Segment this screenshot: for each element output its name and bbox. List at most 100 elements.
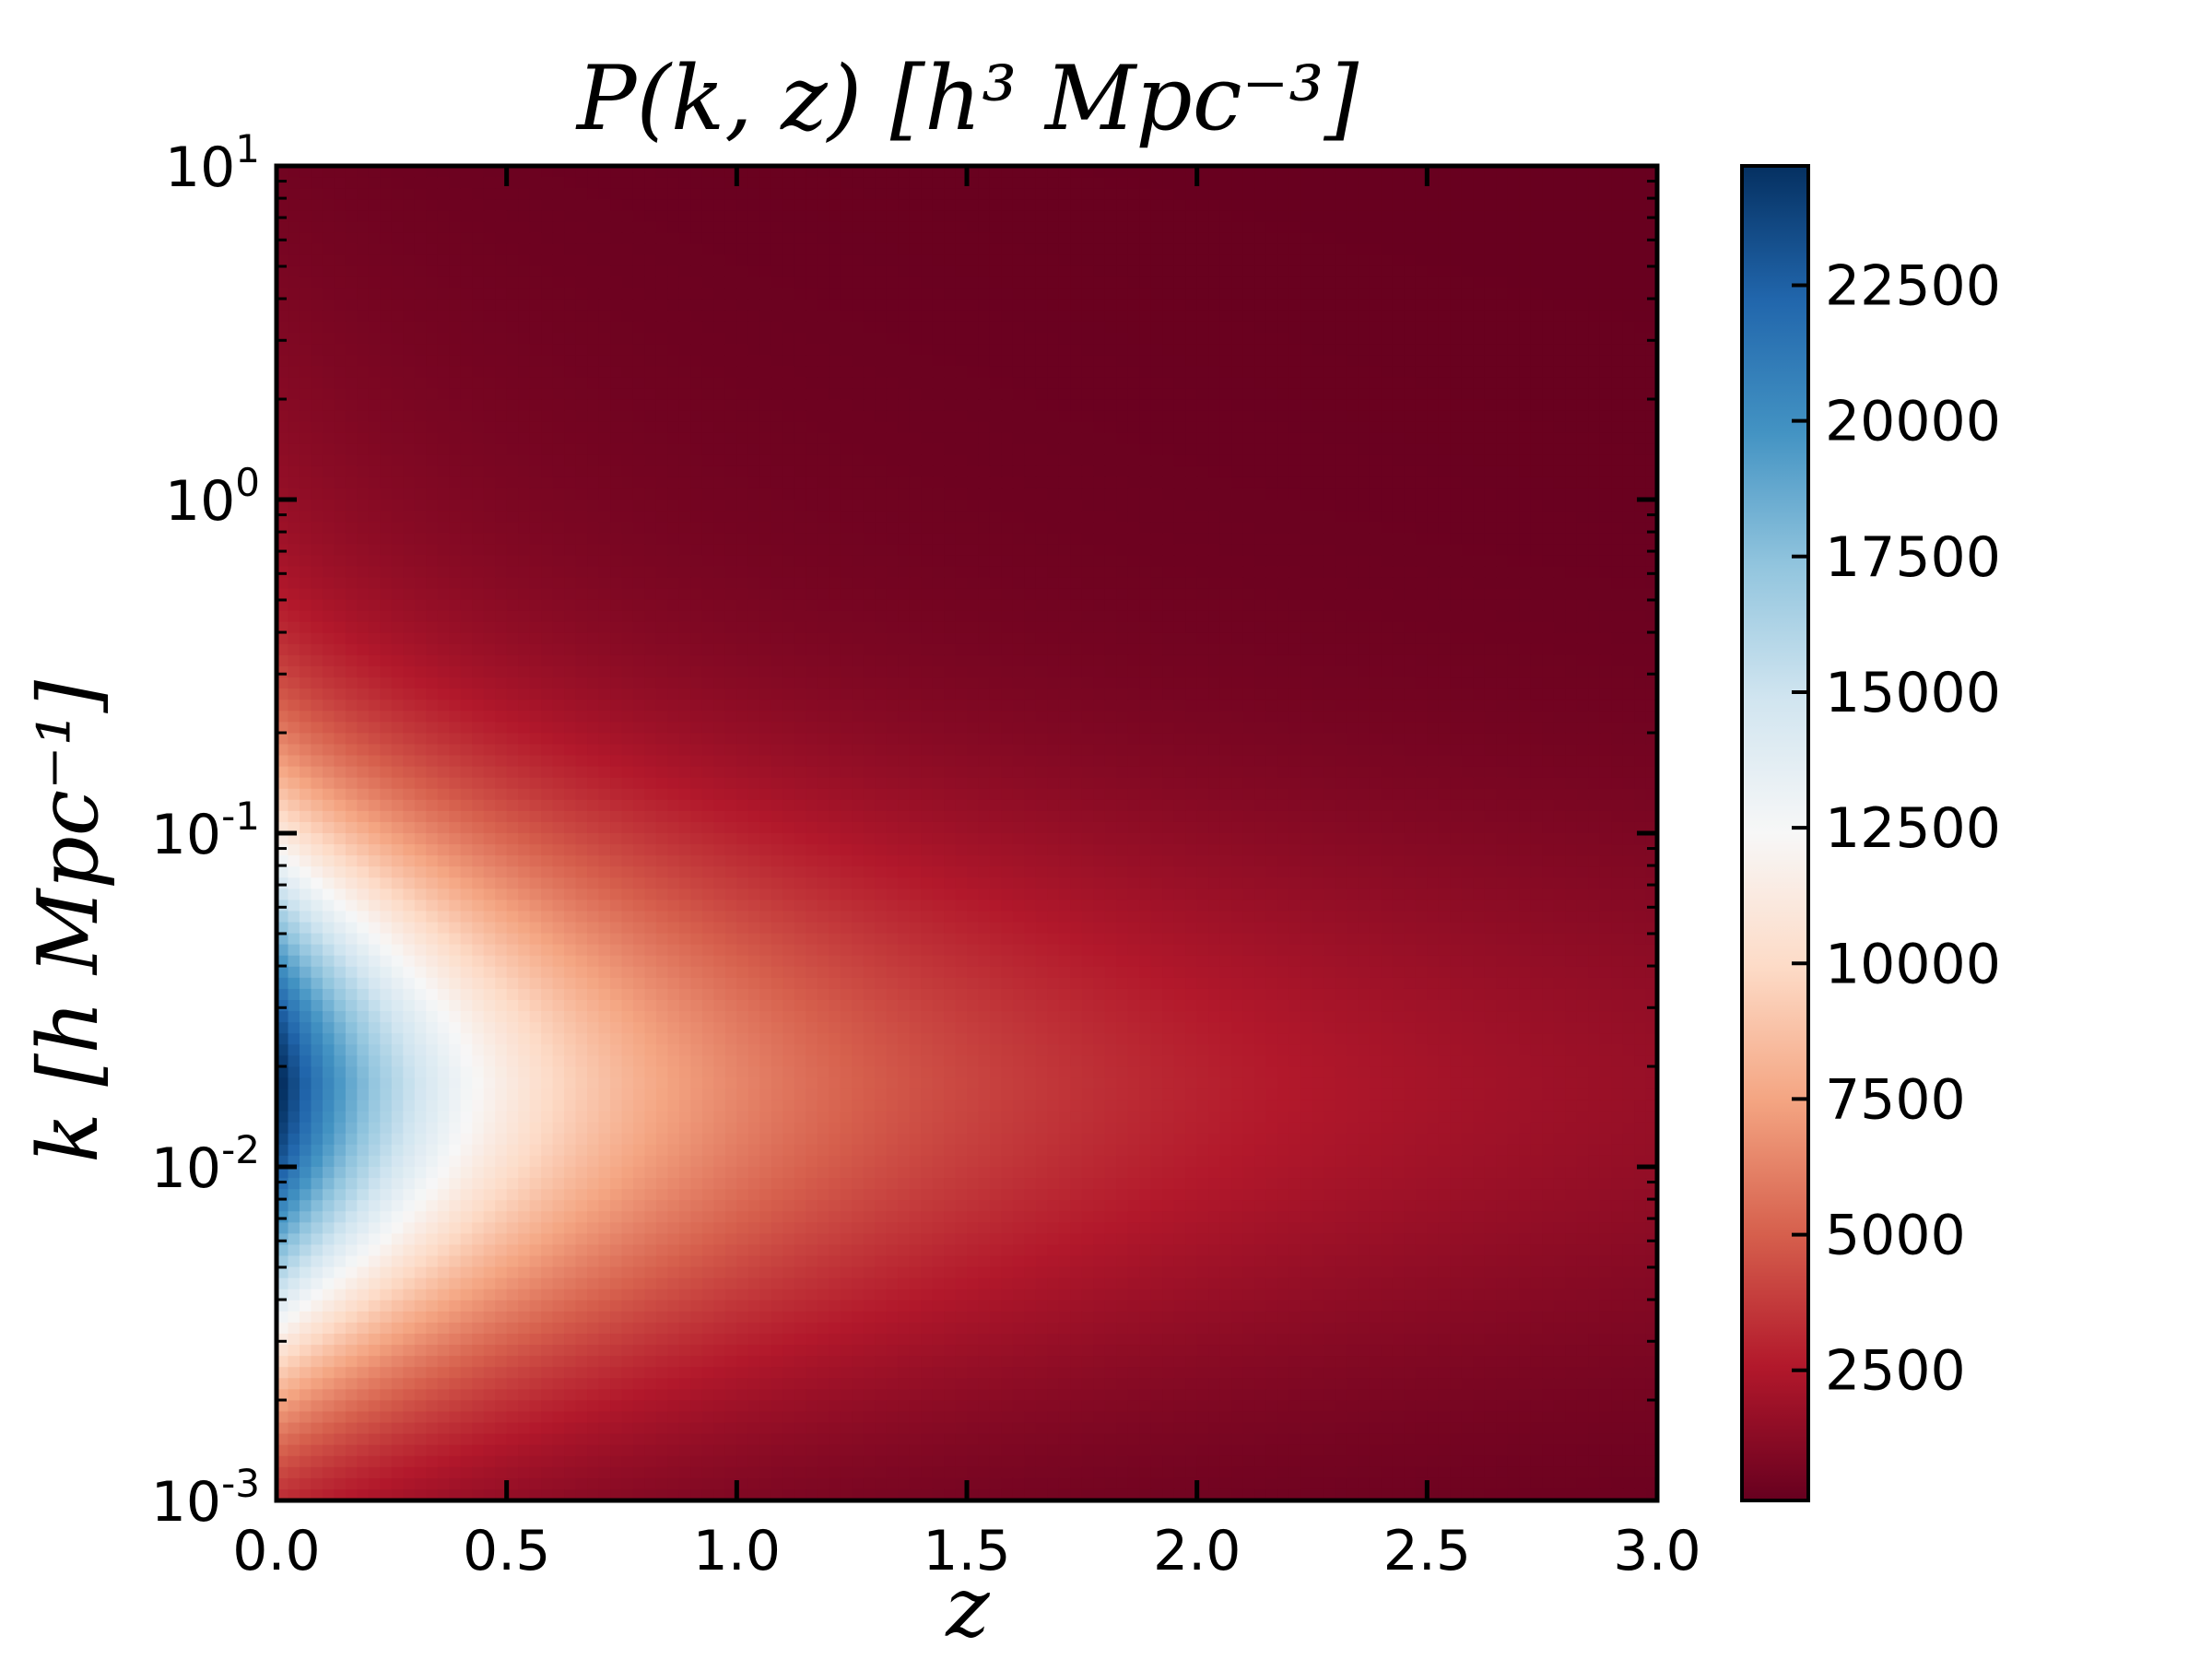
heatmap-cell <box>1312 221 1324 233</box>
heatmap-cell <box>1001 166 1014 178</box>
heatmap-cell <box>414 355 427 367</box>
heatmap-cell <box>1634 522 1647 534</box>
heatmap-cell <box>1277 243 1290 256</box>
heatmap-cell <box>1346 577 1359 590</box>
heatmap-cell <box>449 488 462 500</box>
heatmap-cell <box>1012 588 1026 601</box>
heatmap-cell <box>1404 443 1417 456</box>
heatmap-cell <box>678 299 691 312</box>
heatmap-cell <box>1599 610 1612 623</box>
heatmap-cell <box>829 199 841 211</box>
heatmap-cell <box>1162 333 1175 345</box>
heatmap-cell <box>334 243 347 256</box>
heatmap-cell <box>1312 199 1324 211</box>
heatmap-cell <box>449 254 462 267</box>
heatmap-cell <box>1634 344 1647 356</box>
heatmap-cell <box>644 366 657 378</box>
heatmap-cell <box>564 465 577 478</box>
heatmap-cell <box>1576 310 1589 323</box>
heatmap-cell <box>380 443 393 456</box>
heatmap-cell <box>713 588 726 601</box>
heatmap-cell <box>357 488 370 500</box>
heatmap-cell <box>1381 299 1394 312</box>
heatmap-cell <box>403 410 416 423</box>
heatmap-cell <box>414 477 427 489</box>
heatmap-cell <box>736 465 749 478</box>
heatmap-cell <box>701 221 714 233</box>
heatmap-cell <box>1565 599 1578 612</box>
heatmap-cell <box>610 544 623 556</box>
heatmap-cell <box>460 421 473 434</box>
heatmap-cell <box>863 599 876 612</box>
heatmap-cell <box>1208 333 1221 345</box>
heatmap-cell <box>1553 288 1566 300</box>
heatmap-cell <box>909 588 922 601</box>
heatmap-cell <box>875 310 888 323</box>
heatmap-cell <box>1012 465 1026 478</box>
heatmap-cell <box>1530 355 1543 367</box>
heatmap-cell <box>1565 533 1578 545</box>
heatmap-cell <box>840 465 853 478</box>
heatmap-cell <box>1242 166 1255 178</box>
heatmap-cell <box>1093 488 1106 500</box>
heatmap-cell <box>1427 177 1440 189</box>
heatmap-cell <box>989 177 1003 189</box>
heatmap-cell <box>391 432 404 445</box>
heatmap-cell <box>1392 500 1405 512</box>
heatmap-cell <box>621 421 634 434</box>
heatmap-cell <box>1150 488 1163 500</box>
heatmap-cell <box>437 410 450 423</box>
heatmap-cell <box>1381 221 1394 233</box>
heatmap-cell <box>1173 410 1186 423</box>
heatmap-cell <box>414 344 427 356</box>
heatmap-cell <box>1323 421 1336 434</box>
heatmap-cell <box>701 454 714 467</box>
heatmap-cell <box>1381 577 1394 590</box>
heatmap-cell <box>472 443 485 456</box>
heatmap-cell <box>1265 221 1278 233</box>
heatmap-cell <box>380 355 393 367</box>
heatmap-cell <box>1012 377 1026 389</box>
heatmap-cell <box>1001 310 1014 323</box>
heatmap-cell <box>426 443 439 456</box>
heatmap-cell <box>391 232 404 245</box>
heatmap-cell <box>1484 522 1497 534</box>
heatmap-cell <box>1484 288 1497 300</box>
heatmap-cell <box>1162 454 1175 467</box>
heatmap-cell <box>759 276 772 289</box>
heatmap-cell <box>690 288 703 300</box>
heatmap-cell <box>1427 166 1440 178</box>
heatmap-cell <box>1473 221 1486 233</box>
heatmap-cell <box>1047 377 1060 389</box>
heatmap-cell <box>1346 265 1359 278</box>
heatmap-cell <box>863 344 876 356</box>
heatmap-cell <box>747 566 760 579</box>
heatmap-cell <box>460 588 473 601</box>
heatmap-cell <box>334 221 347 233</box>
heatmap-cell <box>909 533 922 545</box>
heatmap-cell <box>1565 477 1578 489</box>
heatmap-cell <box>1173 566 1186 579</box>
heatmap-cell <box>736 522 749 534</box>
heatmap-cell <box>771 432 783 445</box>
heatmap-cell <box>587 432 600 445</box>
heatmap-cell <box>1369 299 1382 312</box>
heatmap-cell <box>1116 465 1129 478</box>
heatmap-cell <box>357 511 370 523</box>
heatmap-cell <box>437 511 450 523</box>
heatmap-cell <box>955 555 968 567</box>
heatmap-cell <box>1450 276 1463 289</box>
heatmap-cell <box>898 410 911 423</box>
heatmap-cell <box>690 588 703 601</box>
heatmap-cell <box>564 299 577 312</box>
heatmap-cell <box>1461 500 1474 512</box>
heatmap-cell <box>1530 443 1543 456</box>
heatmap-cell <box>1576 243 1589 256</box>
heatmap-cell <box>1507 533 1520 545</box>
heatmap-cell <box>713 388 726 400</box>
heatmap-cell <box>1231 377 1244 389</box>
heatmap-cell <box>1288 232 1301 245</box>
heatmap-cell <box>598 221 611 233</box>
heatmap-cell <box>967 621 980 634</box>
heatmap-cell <box>1058 344 1071 356</box>
